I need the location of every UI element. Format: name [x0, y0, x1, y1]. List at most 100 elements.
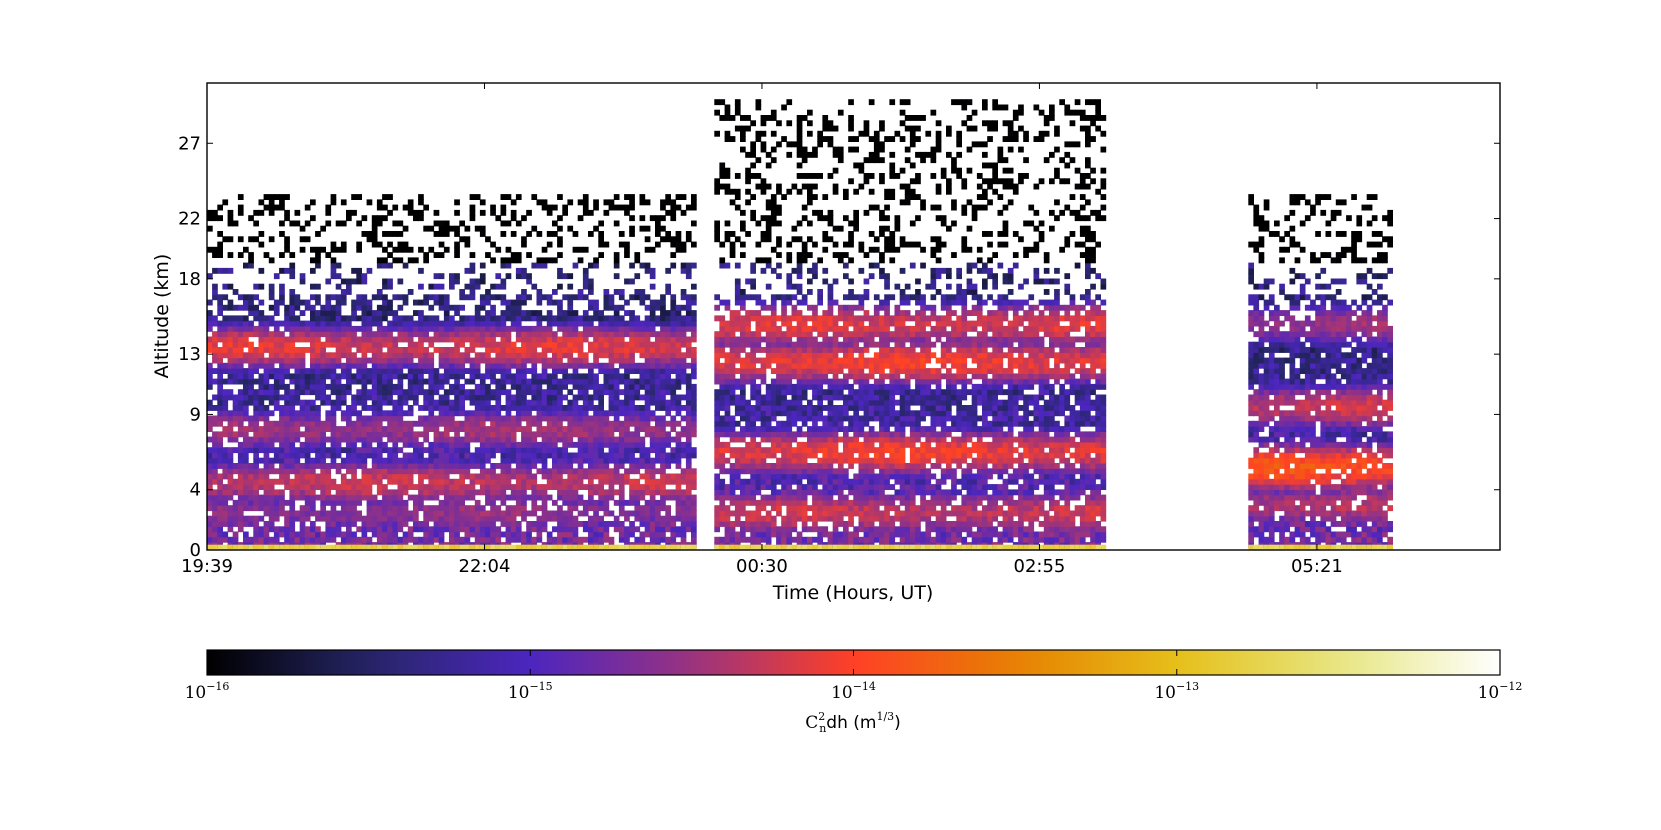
heatmap-cell	[387, 489, 393, 496]
heatmap-cell	[660, 484, 666, 490]
heatmap-cell	[315, 331, 321, 338]
heatmap-cell	[562, 436, 568, 443]
heatmap-cell	[745, 399, 751, 406]
heatmap-cell	[562, 352, 568, 359]
heatmap-cell	[629, 452, 635, 459]
heatmap-cell	[469, 410, 476, 417]
heatmap-cell	[546, 531, 553, 538]
heatmap-cell	[490, 531, 496, 538]
heatmap-cell	[433, 368, 440, 374]
heatmap-cell	[603, 347, 610, 353]
heatmap-cell	[279, 473, 285, 480]
heatmap-cell	[495, 531, 502, 538]
heatmap-cell	[618, 294, 625, 301]
heatmap-cell	[382, 383, 388, 390]
heatmap-cell	[644, 515, 651, 522]
heatmap-cell	[572, 489, 579, 496]
heatmap-cell	[770, 441, 777, 448]
heatmap-cell	[680, 431, 687, 438]
heatmap-cell	[315, 463, 321, 469]
heatmap-cell	[407, 515, 414, 522]
heatmap-cell	[639, 452, 646, 459]
heatmap-cell	[253, 505, 259, 512]
heatmap-cell	[479, 299, 486, 306]
heatmap-cell	[346, 389, 352, 396]
heatmap-cell	[765, 347, 772, 353]
heatmap-cell	[289, 357, 296, 364]
heatmap-cell	[371, 225, 378, 232]
heatmap-cell	[310, 510, 316, 517]
heatmap-cell	[371, 452, 378, 459]
heatmap-cell	[724, 383, 731, 390]
heatmap-cell	[376, 415, 383, 422]
heatmap-cell	[500, 257, 507, 264]
heatmap-cell	[217, 368, 223, 374]
heatmap-cell	[536, 357, 543, 364]
heatmap-cell	[526, 273, 532, 280]
heatmap-cell	[603, 325, 610, 332]
heatmap-cell	[760, 505, 767, 512]
heatmap-cell	[588, 405, 594, 411]
heatmap-cell	[237, 325, 244, 332]
heatmap-cell	[608, 331, 615, 338]
heatmap-cell	[639, 320, 646, 327]
heatmap-cell	[500, 368, 507, 374]
heatmap-cell	[495, 536, 502, 543]
heatmap-cell	[227, 325, 234, 332]
heatmap-cell	[691, 325, 697, 332]
heatmap-cell	[315, 347, 321, 353]
heatmap-cell	[505, 531, 512, 538]
heatmap-cell	[680, 536, 687, 543]
heatmap-cell	[315, 420, 321, 427]
heatmap-cell	[505, 436, 512, 443]
heatmap-cell	[335, 310, 342, 316]
heatmap-cell	[407, 484, 414, 490]
heatmap-cell	[315, 510, 321, 517]
heatmap-cell	[760, 368, 767, 374]
heatmap-cell	[750, 315, 756, 322]
heatmap-cell	[423, 368, 429, 374]
heatmap-cell	[680, 521, 687, 527]
heatmap-cell	[382, 336, 388, 343]
heatmap-cell	[531, 505, 538, 512]
heatmap-cell	[335, 383, 342, 390]
heatmap-cell	[665, 452, 671, 459]
heatmap-cell	[531, 484, 538, 490]
heatmap-cell	[392, 257, 399, 264]
heatmap-cell	[546, 373, 553, 380]
heatmap-cell	[330, 420, 337, 427]
heatmap-cell	[418, 478, 424, 485]
heatmap-cell	[485, 294, 491, 301]
heatmap-cell	[567, 347, 574, 353]
heatmap-cell	[515, 521, 522, 527]
heatmap-cell	[567, 320, 574, 327]
heatmap-cell	[750, 521, 756, 527]
heatmap-cell	[740, 484, 746, 490]
heatmap-cell	[361, 357, 368, 364]
heatmap-cell	[557, 405, 563, 411]
heatmap-cell	[724, 399, 731, 406]
heatmap-cell	[567, 225, 574, 232]
heatmap-cell	[366, 267, 373, 274]
heatmap-cell	[294, 347, 301, 353]
heatmap-cell	[750, 352, 756, 359]
heatmap-cell	[541, 463, 548, 469]
heatmap-cell	[310, 378, 316, 385]
heatmap-cell	[624, 383, 630, 390]
heatmap-cell	[387, 478, 393, 485]
heatmap-cell	[428, 489, 435, 496]
heatmap-cell	[258, 299, 265, 306]
heatmap-cell	[593, 378, 599, 385]
heatmap-cell	[268, 209, 275, 216]
heatmap-cell	[572, 426, 579, 432]
heatmap-cell	[541, 473, 548, 480]
heatmap-cell	[227, 220, 234, 227]
heatmap-cell	[541, 389, 548, 396]
heatmap-cell	[765, 162, 772, 169]
heatmap-cell	[680, 441, 687, 448]
heatmap-cell	[433, 415, 440, 422]
heatmap-cell	[629, 325, 635, 332]
heatmap-cell	[248, 415, 254, 422]
heatmap-cell	[765, 436, 772, 443]
heatmap-cell	[443, 478, 450, 485]
